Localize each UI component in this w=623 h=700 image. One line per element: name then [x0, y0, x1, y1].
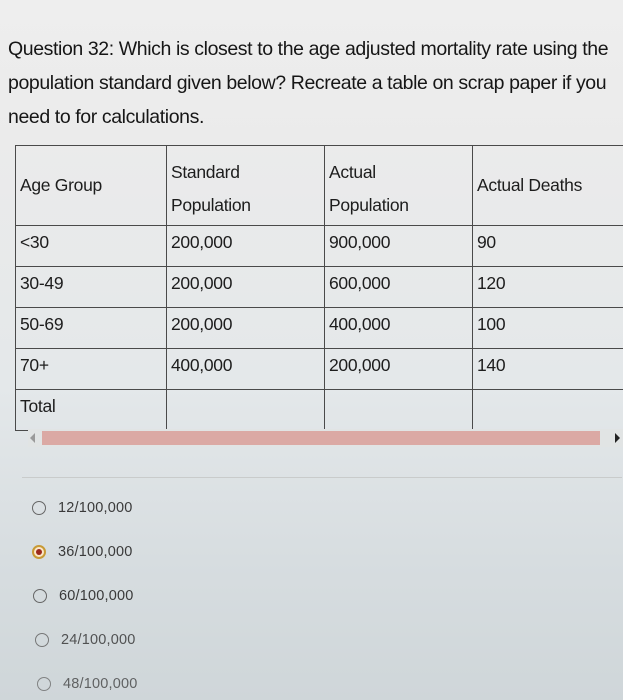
question-text: Question 32: Which is closest to the age… [8, 38, 609, 128]
header-standard-line2: Population [171, 195, 251, 215]
horizontal-scrollbar[interactable] [28, 429, 623, 447]
table-row: 70+ 400,000 200,000 140 [15, 348, 623, 390]
answer-option-5[interactable]: 48/100,000 [32, 662, 138, 700]
cell-actual-deaths: 140 [472, 348, 623, 390]
header-actual-line1: Actual [329, 162, 376, 182]
radio-button-icon[interactable] [32, 501, 46, 515]
header-actual-deaths: Actual Deaths [472, 145, 623, 226]
option-label: 12/100,000 [58, 500, 133, 516]
option-label: 60/100,000 [59, 588, 134, 604]
table-row: <30 200,000 900,000 90 [15, 225, 623, 267]
table-total-row: Total [15, 389, 623, 431]
cell-actual-population: 600,000 [324, 266, 473, 308]
mortality-data-table: Age Group Standard Population Actual Pop… [15, 145, 623, 431]
radio-button-icon[interactable] [33, 589, 47, 603]
answer-option-4[interactable]: 24/100,000 [32, 618, 138, 662]
header-age-group: Age Group [15, 145, 167, 226]
cell-standard-population: 200,000 [166, 225, 325, 267]
answer-options: 12/100,000 36/100,000 60/100,000 24/100,… [32, 486, 138, 700]
header-standard-line1: Standard [171, 162, 240, 182]
cell-age-group: 30-49 [15, 266, 167, 308]
option-label: 48/100,000 [63, 676, 138, 692]
cell-standard-population: 400,000 [166, 348, 325, 390]
option-label: 36/100,000 [58, 544, 133, 560]
header-actual-population: Actual Population [324, 145, 473, 226]
data-table-container: Age Group Standard Population Actual Pop… [15, 145, 623, 431]
cell-total-standard-population [166, 389, 325, 431]
radio-button-icon[interactable] [37, 677, 51, 691]
cell-actual-population: 400,000 [324, 307, 473, 349]
cell-standard-population: 200,000 [166, 266, 325, 308]
cell-actual-deaths: 120 [472, 266, 623, 308]
cell-actual-deaths: 100 [472, 307, 623, 349]
cell-total-actual-deaths [472, 389, 623, 431]
cell-actual-population: 200,000 [324, 348, 473, 390]
answer-option-2[interactable]: 36/100,000 [32, 530, 138, 574]
cell-age-group: <30 [15, 225, 167, 267]
scrollbar-thumb[interactable] [42, 431, 600, 445]
option-label: 24/100,000 [61, 632, 136, 648]
radio-button-icon[interactable] [35, 633, 49, 647]
cell-standard-population: 200,000 [166, 307, 325, 349]
table-row: 50-69 200,000 400,000 100 [15, 307, 623, 349]
scroll-left-arrow-icon[interactable] [30, 433, 35, 443]
cell-age-group: 70+ [15, 348, 167, 390]
cell-age-group: 50-69 [15, 307, 167, 349]
table-header-row: Age Group Standard Population Actual Pop… [15, 145, 623, 226]
cell-total-label: Total [15, 389, 167, 431]
options-divider [22, 477, 622, 478]
header-standard-population: Standard Population [166, 145, 325, 226]
cell-actual-deaths: 90 [472, 225, 623, 267]
cell-actual-population: 900,000 [324, 225, 473, 267]
scroll-right-arrow-icon[interactable] [615, 433, 620, 443]
table-row: 30-49 200,000 600,000 120 [15, 266, 623, 308]
cell-total-actual-population [324, 389, 473, 431]
header-actual-line2: Population [329, 195, 409, 215]
answer-option-3[interactable]: 60/100,000 [32, 574, 138, 618]
answer-option-1[interactable]: 12/100,000 [32, 486, 138, 530]
radio-button-selected-icon[interactable] [32, 545, 46, 559]
